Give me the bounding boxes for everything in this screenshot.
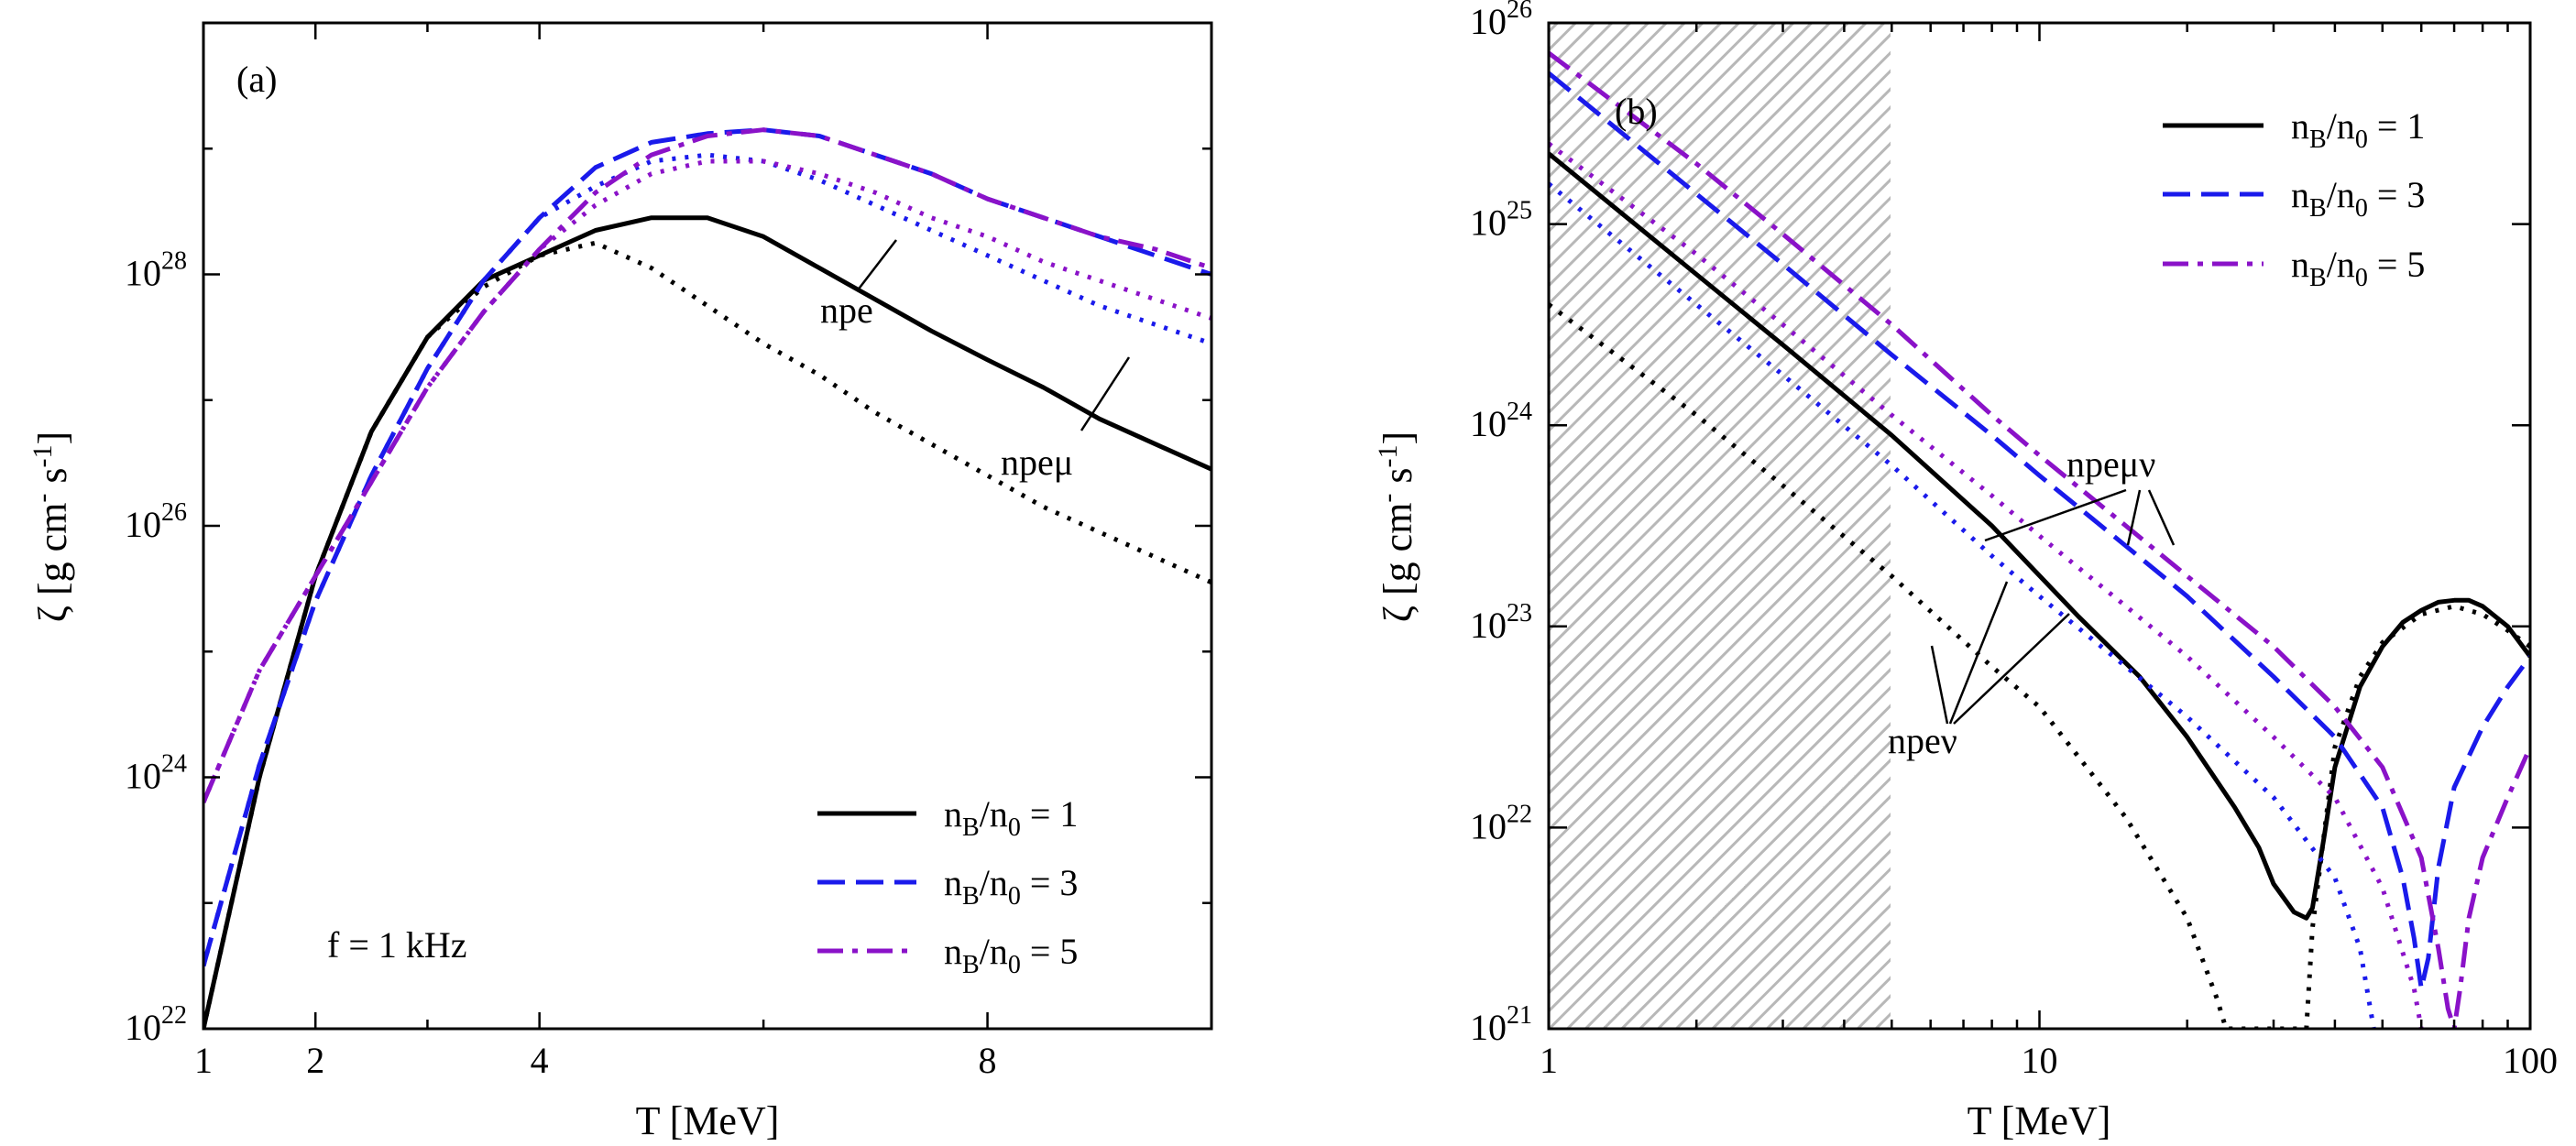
- npemunu-annotation: npeμν: [2066, 443, 2155, 485]
- npenu-leader-2: [1948, 581, 2009, 725]
- panel-a-ylabel: ζ [g cm- s-1]: [27, 431, 75, 622]
- frequency-annotation: f = 1 kHz: [327, 924, 467, 966]
- npemunu-leader-2: [2126, 489, 2142, 546]
- npenu-annotation: npeν: [1888, 720, 1957, 761]
- panel-b-ytick-label: 1025: [1470, 197, 1532, 244]
- panel-b-ytick-label: 1021: [1470, 1001, 1532, 1048]
- legend-b-label-nb5: nB/n0 = 5: [2291, 244, 2425, 292]
- panel-b-xtick-label: 1: [1540, 1040, 1558, 1081]
- panel-b-legend: nB/n0 = 1 nB/n0 = 3 nB/n0 = 5: [2163, 105, 2425, 292]
- panel-b-xlabel: T [MeV]: [1968, 1098, 2111, 1143]
- panel-a-xtick-label: 2: [306, 1040, 324, 1081]
- panel-a-legend: nB/n0 = 1 nB/n0 = 3 nB/n0 = 5: [817, 793, 1078, 979]
- legend-label-nb3: nB/n0 = 3: [944, 862, 1078, 911]
- panel-b-ytick-label: 1023: [1470, 599, 1532, 646]
- shaded-region: [1549, 23, 1891, 1029]
- npemu-leader-line: [1080, 356, 1131, 431]
- legend-b-label-nb3: nB/n0 = 3: [2291, 174, 2425, 223]
- npemunu-leader-3: [2147, 489, 2176, 546]
- panel-a-ytick-label: 1022: [125, 1001, 187, 1048]
- panel-b-series-1: [1549, 302, 2530, 1029]
- panel-b-series-2: [1549, 71, 2530, 991]
- panel-a-xlabel: T [MeV]: [636, 1098, 780, 1143]
- panel-a-series-0: [203, 215, 1211, 1029]
- panel-b-series-5: [1549, 141, 2424, 1029]
- panel-a-ytick-label: 1026: [125, 498, 187, 545]
- panel-a-series-3: [203, 152, 1211, 967]
- panel-a-series-2: [203, 127, 1211, 967]
- panel-b-series-3: [1549, 181, 2376, 1029]
- panel-a-label: (a): [236, 59, 277, 100]
- npemunu-leader-1: [1984, 488, 2127, 542]
- panel-a-xtick-label: 4: [531, 1040, 549, 1081]
- panel-a-xtick-label: 1: [194, 1040, 213, 1081]
- panel-b-xtick-label: 100: [2503, 1040, 2558, 1081]
- panel-b: 1 10 100 1021 1022 1023 1024 1025 1026 (b) npeμν…: [1373, 0, 2558, 1143]
- panel-b-ylabel: ζ [g cm- s-1]: [1373, 431, 1420, 622]
- panel-a-ytick-label: 1028: [125, 247, 187, 294]
- panel-a: 1 2 4 8 1022 1024 1026 1028 (a) f = 1 kHz npe n…: [27, 21, 1213, 1143]
- npenu-leader-3: [1953, 613, 2070, 725]
- npe-leader-line: [856, 239, 897, 292]
- panel-b-series-4: [1549, 50, 2530, 1029]
- panel-a-ytick-label: 1024: [125, 750, 187, 797]
- legend-label-nb5: nB/n0 = 5: [944, 931, 1078, 979]
- panel-a-series-1: [203, 240, 1211, 1029]
- panel-b-series-0: [1549, 151, 2530, 921]
- panel-b-ytick-label: 1026: [1470, 0, 1532, 42]
- npe-annotation: npe: [820, 289, 873, 331]
- panel-a-xtick-label: 8: [979, 1040, 997, 1081]
- panel-b-ytick-label: 1024: [1470, 398, 1532, 444]
- npenu-leader-1: [1930, 645, 1949, 725]
- legend-b-label-nb1: nB/n0 = 1: [2291, 105, 2425, 154]
- npemu-annotation: npeμ: [1001, 442, 1073, 483]
- legend-label-nb1: nB/n0 = 1: [944, 793, 1078, 842]
- panel-b-ytick-label: 1022: [1470, 800, 1532, 846]
- panel-b-label: (b): [1615, 91, 1658, 132]
- panel-b-xtick-label: 10: [2022, 1040, 2058, 1081]
- panel-a-series-5: [203, 158, 1211, 803]
